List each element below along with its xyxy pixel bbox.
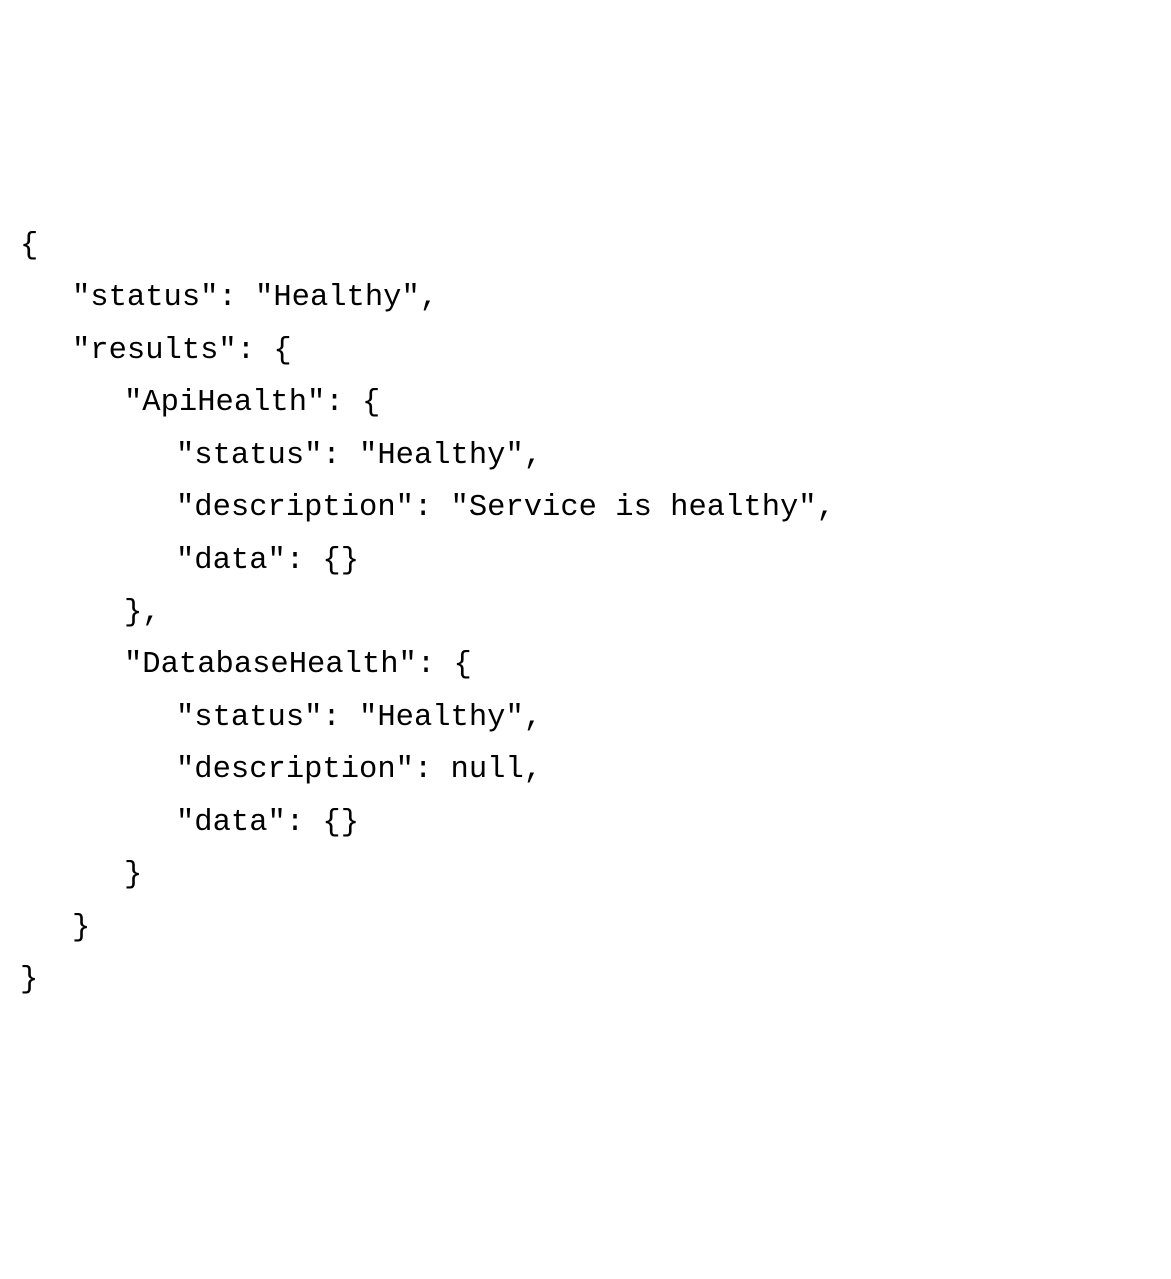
- code-line: "results": {: [20, 325, 1151, 377]
- code-line: }: [20, 902, 1151, 954]
- json-code-block: {"status": "Healthy","results": {"ApiHea…: [20, 220, 1151, 1007]
- code-line: }: [20, 954, 1151, 1006]
- code-line: {: [20, 220, 1151, 272]
- code-line: "ApiHealth": {: [20, 377, 1151, 429]
- code-line: },: [20, 587, 1151, 639]
- code-line: "data": {}: [20, 535, 1151, 587]
- code-line: "DatabaseHealth": {: [20, 639, 1151, 691]
- code-line: "status": "Healthy",: [20, 272, 1151, 324]
- code-line: "data": {}: [20, 797, 1151, 849]
- code-line: "description": null,: [20, 744, 1151, 796]
- code-line: "status": "Healthy",: [20, 692, 1151, 744]
- code-line: "description": "Service is healthy",: [20, 482, 1151, 534]
- code-line: }: [20, 849, 1151, 901]
- code-line: "status": "Healthy",: [20, 430, 1151, 482]
